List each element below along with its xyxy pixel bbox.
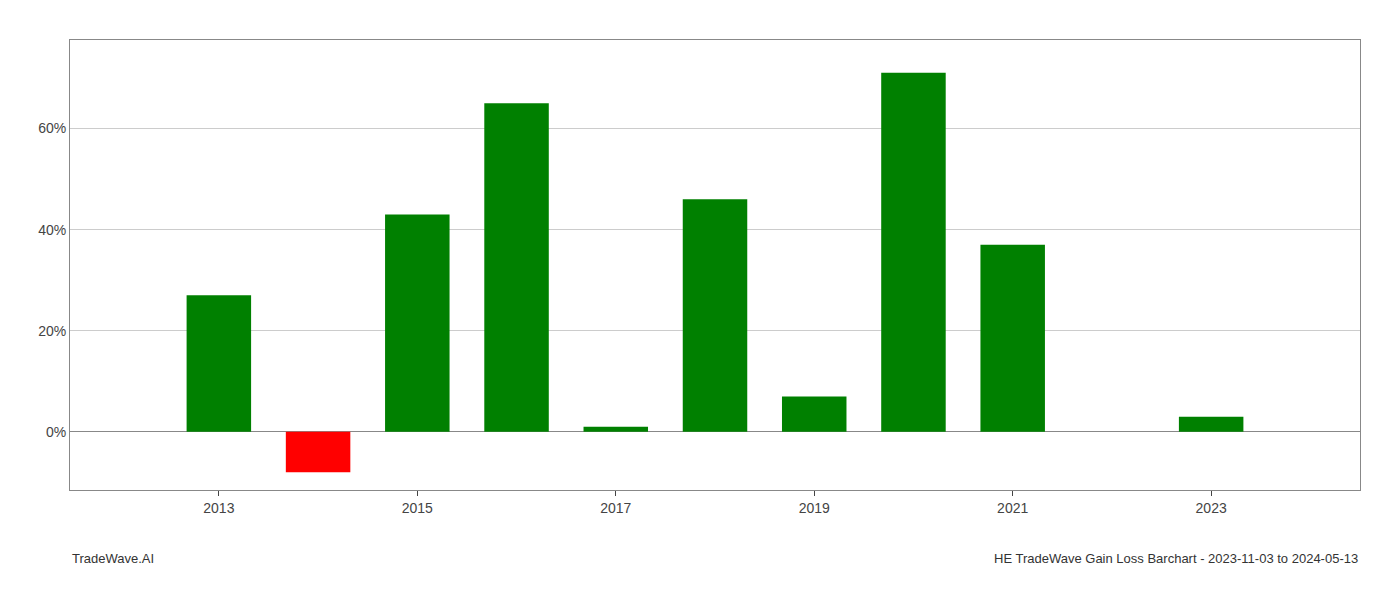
svg-text:60%: 60%	[38, 120, 66, 136]
svg-text:2015: 2015	[402, 500, 433, 516]
svg-text:2021: 2021	[997, 500, 1028, 516]
svg-text:2019: 2019	[799, 500, 830, 516]
svg-text:HE TradeWave Gain Loss Barchar: HE TradeWave Gain Loss Barchart - 2023-1…	[994, 551, 1358, 566]
svg-text:40%: 40%	[38, 222, 66, 238]
svg-text:2017: 2017	[600, 500, 631, 516]
svg-text:2023: 2023	[1196, 500, 1227, 516]
svg-text:20%: 20%	[38, 323, 66, 339]
svg-text:2013: 2013	[203, 500, 234, 516]
svg-text:0%: 0%	[46, 424, 66, 440]
svg-text:TradeWave.AI: TradeWave.AI	[72, 551, 154, 566]
